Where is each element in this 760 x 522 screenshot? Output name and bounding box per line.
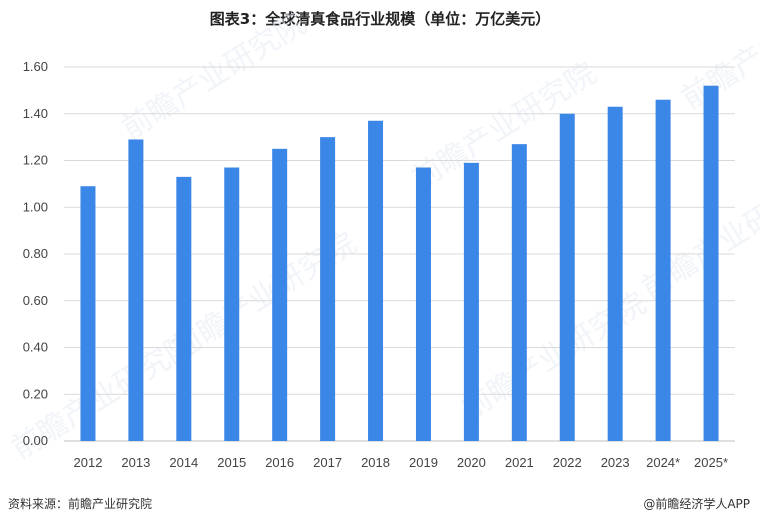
watermark-text: 前瞻产业研究院 [456, 286, 653, 427]
bar-2018 [368, 120, 384, 441]
bar-2021 [511, 144, 527, 441]
x-tick-label: 2015 [217, 455, 246, 470]
watermark-text: 前瞻产业研究院 [636, 166, 760, 307]
y-tick-label: 0.00 [23, 433, 48, 448]
x-tick-label: 2018 [361, 455, 390, 470]
x-axis-ticks: 2012 2013 2014 2015 2016 2017 2018 2019 2020 2021… [74, 455, 729, 470]
bar-2016 [272, 148, 288, 441]
y-tick-label: 1.00 [23, 199, 48, 214]
bar-2017 [320, 137, 336, 441]
bar-2013 [128, 139, 144, 441]
bar-2014 [176, 176, 192, 442]
bar-2022 [559, 113, 575, 441]
bars [80, 85, 719, 442]
x-tick-label: 2017 [313, 455, 342, 470]
x-tick-label: 2021 [505, 455, 534, 470]
x-tick-label: 2014 [169, 455, 198, 470]
x-tick-label: 2019 [409, 455, 438, 470]
x-tick-label: 2020 [457, 455, 486, 470]
x-tick-label: 2023 [601, 455, 630, 470]
watermark-text: 前瞻产业研究院 [116, 6, 313, 147]
x-tick-label: 2012 [74, 455, 103, 470]
bar-2025 [703, 85, 719, 441]
y-tick-label: 1.40 [23, 106, 48, 121]
y-tick-label: 0.60 [23, 293, 48, 308]
x-tick-label: 2016 [265, 455, 294, 470]
source-note: 资料来源：前瞻产业研究院 [8, 497, 153, 511]
x-tick-label: 2013 [121, 455, 150, 470]
y-tick-label: 0.40 [23, 340, 48, 355]
x-tick-label: 2022 [553, 455, 582, 470]
y-tick-label: 1.20 [23, 153, 48, 168]
bar-2019 [415, 167, 431, 441]
bar-2023 [607, 106, 623, 442]
x-tick-label: 2024* [646, 455, 680, 470]
y-tick-label: 0.80 [23, 246, 48, 261]
gridlines [64, 66, 735, 442]
x-tick-label: 2025* [694, 455, 728, 470]
chart-title: 图表3：全球清真食品行业规模（单位：万亿美元） [209, 10, 551, 28]
y-tick-label: 0.20 [23, 386, 48, 401]
bar-2020 [463, 162, 479, 441]
bar-2015 [224, 167, 240, 441]
y-tick-label: 1.60 [23, 59, 48, 74]
brand-credit: @前瞻经济学人APP [643, 497, 750, 511]
y-axis-ticks: 0.00 0.20 0.40 0.60 0.80 1.00 1.20 1.40 1.60 [23, 59, 48, 448]
bar-2024 [655, 99, 671, 441]
bar-2012 [80, 186, 96, 441]
